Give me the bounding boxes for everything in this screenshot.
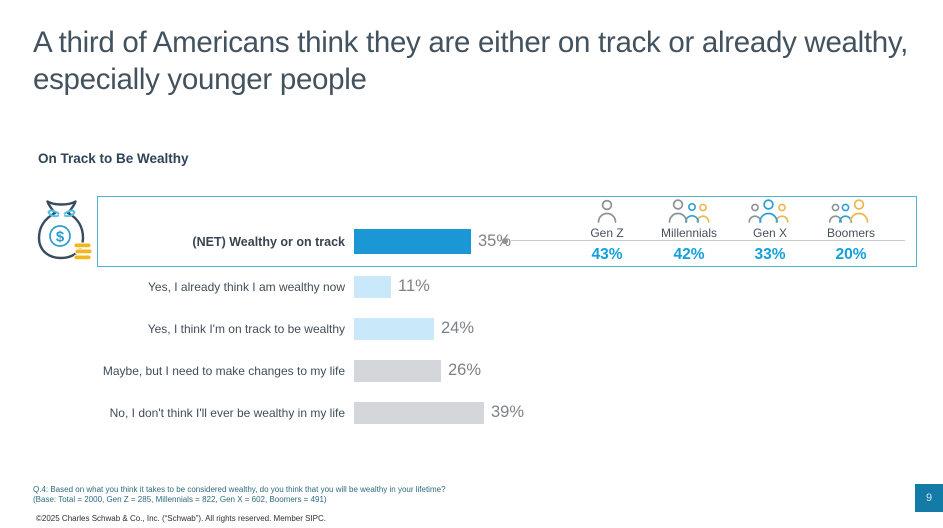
breakdown-value: 20% bbox=[835, 246, 867, 263]
person-group-icon bbox=[748, 199, 789, 223]
breakdown-label: Millennials bbox=[660, 226, 718, 240]
breakdown-col-gen-z: Gen Z 43% bbox=[562, 198, 652, 264]
bar-label: (NET) Wealthy or on track bbox=[192, 234, 345, 249]
page-number-badge: 9 bbox=[915, 484, 943, 512]
person-single-icon bbox=[597, 199, 617, 223]
connector-line bbox=[511, 240, 905, 241]
breakdown-label: Boomers bbox=[826, 226, 876, 240]
bag-bow-ribbon bbox=[47, 209, 76, 218]
footnote-question: Q.4: Based on what you think it takes to… bbox=[33, 485, 446, 494]
coin-stack-icon bbox=[73, 242, 93, 261]
breakdown-value: 42% bbox=[673, 246, 705, 263]
bar-value: 39% bbox=[491, 403, 525, 421]
breakdown-label: Gen X bbox=[752, 226, 788, 240]
breakdown-col-millennials: Millennials 42% bbox=[644, 198, 734, 264]
bar-label: No, I don't think I'll ever be wealthy i… bbox=[109, 405, 345, 420]
person-group-icon bbox=[668, 199, 710, 223]
bar-row: Yes, I think I'm on track to be wealthy … bbox=[0, 316, 474, 341]
bar-net bbox=[354, 229, 471, 254]
connector-dot bbox=[502, 238, 508, 244]
net-highlight-box bbox=[97, 196, 917, 267]
bar-row-net: (NET) Wealthy or on track 35% bbox=[0, 229, 511, 254]
bar bbox=[354, 401, 484, 424]
bar bbox=[354, 359, 441, 382]
bar-row: Yes, I already think I am wealthy now 11… bbox=[0, 274, 430, 299]
bar-value: 26% bbox=[448, 361, 482, 379]
breakdown-value: 43% bbox=[591, 246, 623, 263]
chart-heading: On Track to Be Wealthy bbox=[38, 151, 189, 166]
money-bag-icon: $ bbox=[37, 200, 93, 261]
person-group-icon bbox=[828, 199, 869, 223]
page-number: 9 bbox=[925, 492, 933, 504]
bar bbox=[354, 317, 434, 340]
bar-row: Maybe, but I need to make changes to my … bbox=[0, 358, 481, 383]
footnote-base: (Base: Total = 2000, Gen Z = 285, Millen… bbox=[33, 495, 327, 504]
svg-text:$: $ bbox=[56, 229, 65, 246]
breakdown-col-gen-x: Gen X 33% bbox=[725, 198, 815, 264]
bar-value: 35% bbox=[478, 232, 512, 250]
bar-label: Maybe, but I need to make changes to my … bbox=[102, 363, 345, 378]
slide-title: A third of Americans think they are eith… bbox=[33, 26, 909, 96]
bar-row: No, I don't think I'll ever be wealthy i… bbox=[0, 400, 524, 425]
bar-value: 11% bbox=[398, 277, 430, 295]
bar-value: 24% bbox=[441, 319, 475, 337]
bar-label: Yes, I already think I am wealthy now bbox=[148, 279, 345, 294]
copyright-line: ©2025 Charles Schwab & Co., Inc. (“Schwa… bbox=[36, 514, 327, 523]
bar bbox=[354, 275, 391, 298]
bar-label: Yes, I think I'm on track to be wealthy bbox=[147, 321, 345, 336]
breakdown-col-boomers: Boomers 20% bbox=[806, 198, 896, 264]
breakdown-label: Gen Z bbox=[590, 226, 624, 240]
footnote: Q.4: Based on what you think it takes to… bbox=[33, 485, 446, 505]
breakdown-value: 33% bbox=[754, 246, 786, 263]
